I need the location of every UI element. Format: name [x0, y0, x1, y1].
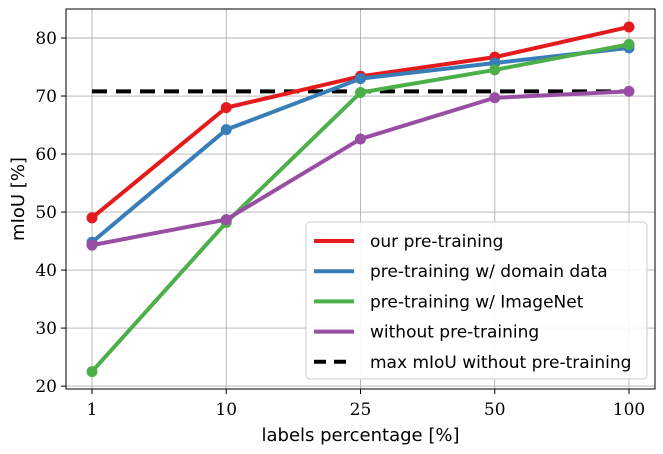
data-point [86, 239, 98, 251]
data-point [86, 212, 98, 224]
data-point [623, 38, 635, 50]
y-tick-label: 20 [35, 377, 57, 397]
y-tick-label: 60 [35, 145, 57, 165]
legend-label: without pre-training [370, 323, 539, 343]
data-point [489, 64, 501, 76]
legend-box [305, 221, 648, 380]
y-tick-label: 70 [35, 87, 57, 107]
x-tick-label: 10 [215, 400, 237, 420]
data-point [355, 73, 366, 85]
y-axis-label: mIoU [%] [8, 157, 29, 241]
data-point [623, 85, 635, 97]
data-point [220, 102, 232, 114]
data-point [355, 133, 366, 145]
axis-ticks: 20 30 40 50 60 70 80 1 10 25 50 100 [35, 29, 645, 420]
x-axis-label: labels percentage [%] [262, 425, 460, 446]
series-2 [86, 38, 635, 378]
data-point [355, 87, 366, 99]
x-tick-label: 100 [613, 400, 645, 420]
legend-label: max mIoU without pre-training [370, 353, 631, 373]
data-point [86, 366, 98, 378]
series-lines [86, 21, 635, 378]
y-tick-label: 30 [35, 319, 57, 339]
data-point [623, 21, 635, 33]
data-point [489, 92, 501, 104]
x-tick-label: 1 [87, 400, 98, 420]
legend-label: pre-training w/ domain data [370, 262, 608, 282]
data-point [220, 214, 232, 226]
x-tick-label: 50 [484, 400, 506, 420]
legend-label: our pre-training [370, 232, 503, 252]
data-point [220, 124, 232, 136]
y-tick-label: 50 [35, 203, 57, 223]
series-3 [86, 85, 635, 251]
y-tick-label: 80 [35, 29, 57, 49]
legend: our pre-training pre-training w/ domain d… [305, 221, 648, 380]
legend-label: pre-training w/ ImageNet [370, 292, 584, 312]
y-tick-label: 40 [35, 261, 57, 281]
x-tick-label: 25 [350, 400, 372, 420]
